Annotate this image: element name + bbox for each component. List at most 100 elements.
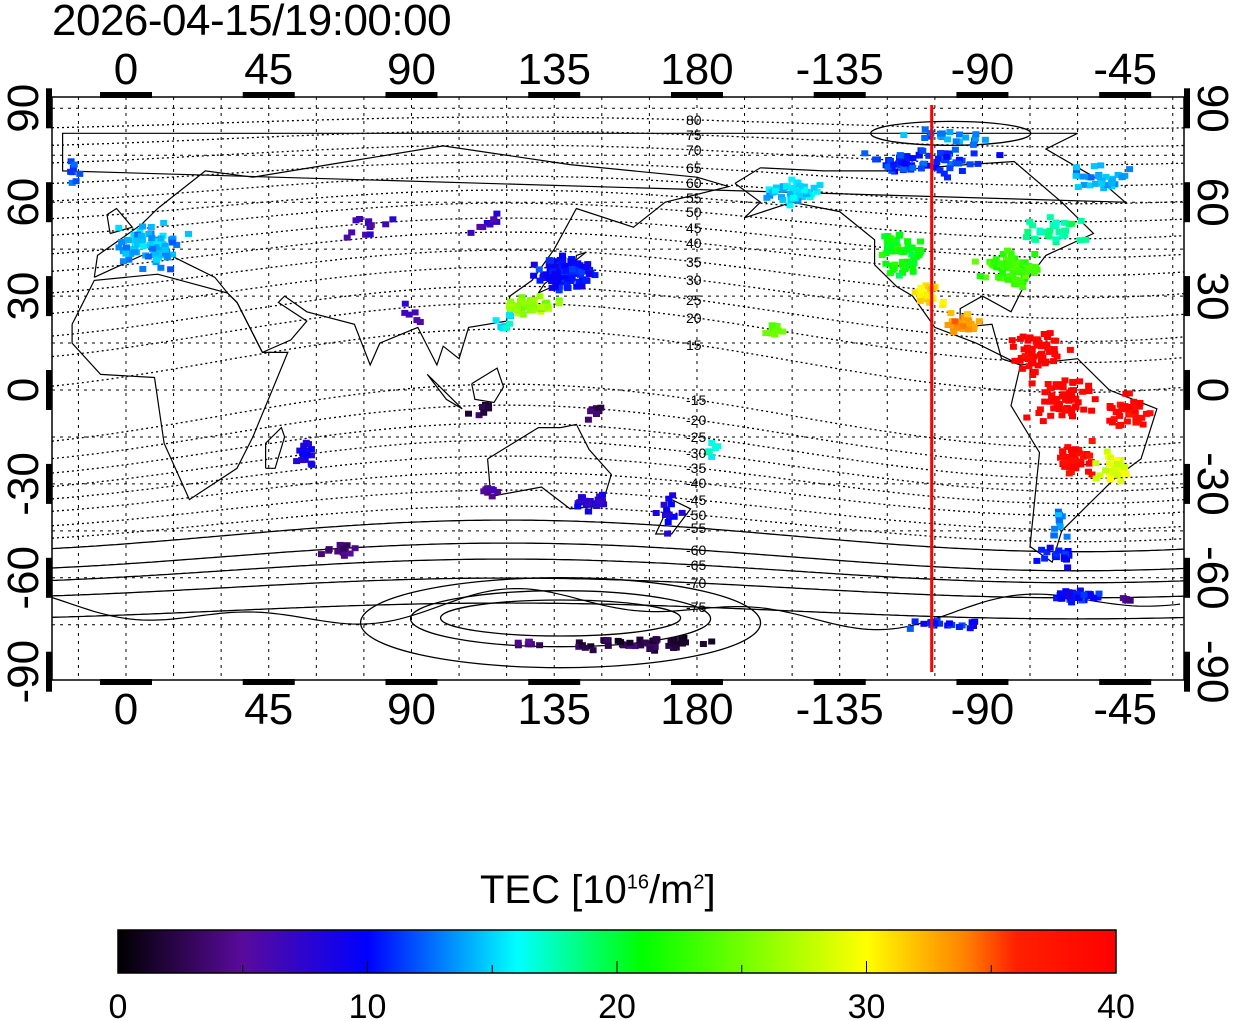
tec-observation-point (652, 636, 660, 643)
frame-tick (1184, 182, 1190, 223)
tec-observation-point (921, 126, 929, 133)
contour-line (51, 505, 1185, 543)
tec-observation-point (516, 297, 524, 304)
tec-observation-point (1131, 403, 1139, 410)
tec-observation-point (908, 251, 916, 258)
tec-observation-point (1055, 406, 1063, 413)
coastline-borneo (471, 367, 505, 404)
tec-observation-point (959, 323, 967, 330)
contour-label: -70 (686, 575, 706, 591)
tec-observation-point (779, 328, 787, 335)
contour-line (51, 217, 1185, 259)
tec-observation-point (1130, 398, 1138, 405)
contour-line (51, 189, 1185, 223)
tec-observation-point (920, 160, 928, 167)
tec-observation-point (1106, 460, 1114, 467)
coastline-madagascar (265, 426, 286, 469)
tec-observation-point (1017, 277, 1025, 284)
colorbar-label-main: TEC [10 (480, 868, 627, 912)
tec-observation-point (974, 160, 982, 167)
frame-tick (528, 92, 581, 98)
tec-observation-point (1040, 331, 1048, 337)
tec-observation-point (123, 236, 131, 243)
tec-observation-point (1039, 355, 1047, 361)
tec-observation-point (1070, 464, 1077, 471)
tec-observation-point (293, 458, 301, 465)
tec-observation-point (362, 231, 370, 238)
tec-observation-point (567, 258, 575, 264)
axis-tick-labels: 0045459090135135180180-135-135-90-90-45-… (0, 45, 1235, 734)
frame-tick (242, 679, 295, 685)
tec-observation-point (917, 284, 925, 291)
tec-observation-point (562, 279, 570, 286)
contour-line (51, 116, 1185, 130)
frame-tick (385, 92, 438, 98)
bottom-lon-tick-label: -135 (796, 685, 884, 734)
tec-observation-point (325, 546, 333, 553)
tec-observation-point (1046, 385, 1054, 392)
left-lat-tick-label: 90 (0, 84, 48, 133)
tec-observation-point (1004, 261, 1012, 268)
tec-observation-point (1019, 284, 1027, 291)
tec-observation-point (667, 501, 675, 508)
contour-label: 80 (686, 112, 702, 128)
tec-observation-point (115, 224, 123, 231)
tec-observation-point (1056, 592, 1064, 599)
tec-observation-point (1092, 180, 1100, 187)
tec-observation-point (535, 266, 543, 273)
tec-observation-point (1050, 532, 1058, 539)
tec-observation-point (1102, 173, 1110, 180)
tec-observation-point (1024, 349, 1032, 356)
tec-observation-point (887, 157, 894, 164)
tec-observation-point (1108, 183, 1116, 190)
tec-observation-point (944, 136, 952, 143)
tec-observation-point (900, 165, 908, 172)
bottom-lon-tick-label: -90 (951, 685, 1015, 734)
tec-observation-point (882, 250, 890, 257)
tec-observation-point (486, 221, 494, 228)
tec-observation-point (167, 266, 175, 273)
tec-observation-point (705, 449, 713, 456)
tec-observation-point (972, 131, 980, 138)
tec-observation-point (965, 326, 973, 333)
tec-observation-point (1090, 595, 1098, 602)
tec-observation-point (545, 257, 553, 264)
tec-observation-point (552, 263, 560, 270)
tec-observation-point (1122, 596, 1130, 603)
tec-observation-point (591, 272, 599, 279)
tec-observation-point (513, 305, 521, 312)
tec-observation-point (126, 250, 134, 257)
tec-observation-point (581, 644, 589, 651)
tec-observation-point (786, 190, 794, 197)
right-lat-tick-label: 90 (1188, 84, 1235, 133)
tec-observation-point (1038, 546, 1046, 553)
frame-tick (670, 679, 723, 685)
tec-observation-point (139, 223, 146, 230)
tec-observation-point (1073, 164, 1080, 171)
coastline-new-zealand (654, 499, 692, 535)
tec-observation-point (992, 256, 1000, 263)
tec-observation-point (932, 164, 940, 171)
tec-observation-point (892, 237, 900, 244)
tec-observation-point (76, 170, 84, 177)
frame-tick (242, 92, 295, 98)
tec-observation-point (1096, 472, 1104, 479)
tec-observation-point (1011, 357, 1019, 364)
tec-observation-point (1107, 454, 1115, 461)
frame-tick (100, 92, 152, 98)
tec-observation-point (405, 311, 413, 318)
contour-line (51, 558, 1185, 584)
coastline-sumatra (426, 373, 463, 410)
tec-observation-point (153, 238, 161, 245)
tec-observation-point (352, 217, 360, 224)
top-lon-tick-label: 0 (114, 45, 138, 94)
tec-observation-point (118, 239, 125, 245)
contour-line (51, 328, 1185, 394)
tec-observation-point (1085, 452, 1093, 459)
tec-observation-point (944, 322, 952, 328)
tec-observation-point (1122, 390, 1130, 397)
tec-observation-point (939, 302, 947, 309)
tec-observation-point (1117, 478, 1125, 485)
tec-observation-point (169, 251, 176, 258)
